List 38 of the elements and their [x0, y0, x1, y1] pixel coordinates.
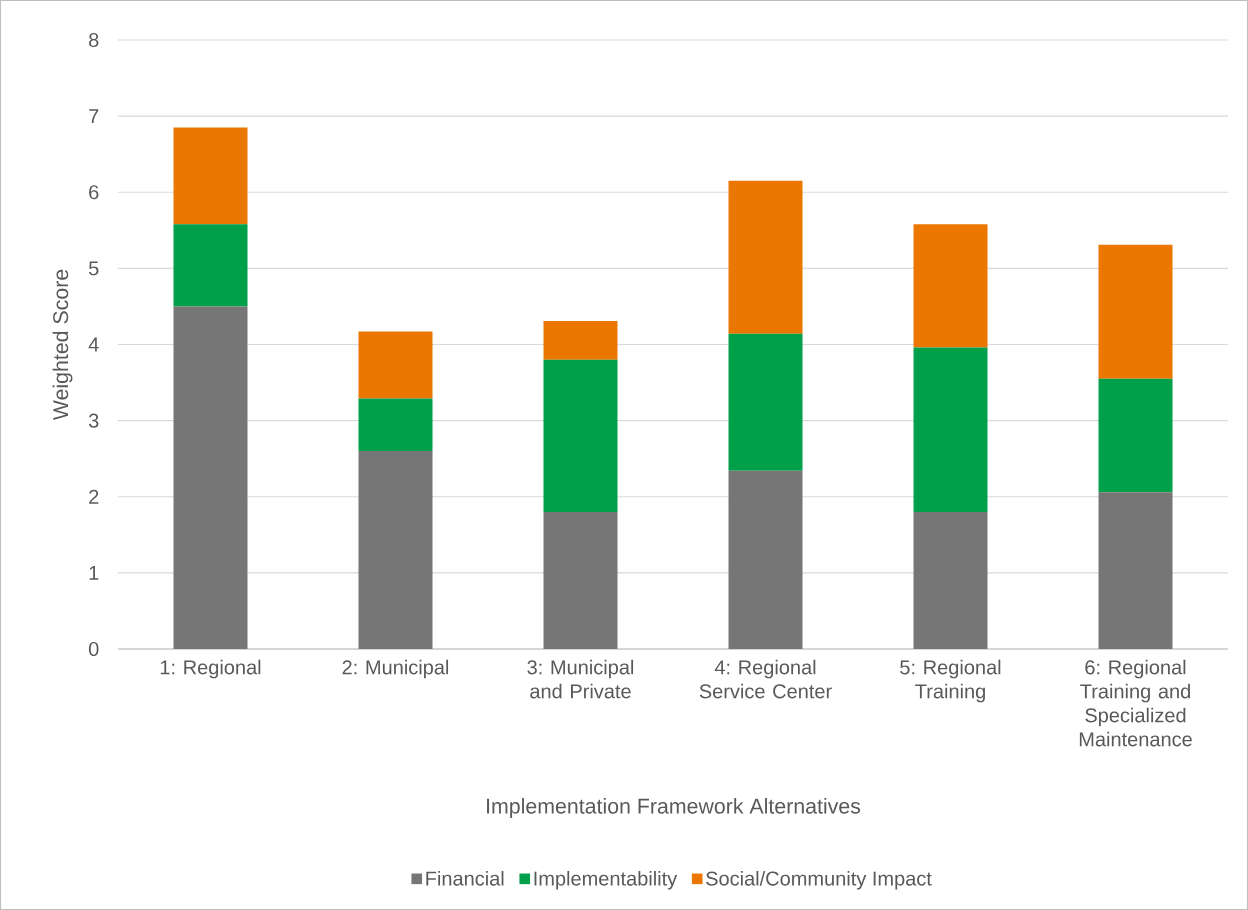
bar: [1098, 492, 1173, 649]
bar: [173, 224, 248, 307]
bar: [728, 333, 803, 471]
y-tick-label: 0: [88, 641, 99, 657]
y-tick-label: 8: [89, 32, 99, 48]
x-tick-label: 5: Regional Training: [900, 659, 1001, 703]
bar: [173, 127, 248, 225]
x-tick-label: 1: Regional: [160, 659, 261, 679]
bar: [358, 331, 433, 399]
bar: [1098, 244, 1173, 379]
x-tick-label: 2: Municipal: [342, 659, 449, 679]
bar: [543, 359, 618, 512]
y-tick-label: 1: [89, 566, 99, 580]
bar: [913, 224, 988, 348]
y-tick-label: 3: [88, 413, 99, 428]
bar: [913, 511, 988, 649]
bar: [543, 320, 618, 360]
bar: [728, 180, 803, 334]
bar: [358, 398, 433, 452]
x-tick-label: 3: Municipal and Private: [527, 659, 634, 699]
bar: [728, 470, 803, 649]
y-tick-label: 2: [89, 489, 99, 504]
x-tick-label: 6: Regional Training and Specialized Maintenance: [1079, 659, 1192, 747]
bar: [173, 306, 248, 649]
y-tick-label: 6: [89, 185, 99, 200]
bar: [1098, 378, 1173, 493]
legend-label: Financial: [426, 870, 504, 886]
y-axis-title: Weighted Score: [52, 269, 73, 421]
bar: [913, 347, 988, 512]
y-tick-label: 4: [88, 337, 99, 352]
legend-label: Implementability: [534, 870, 678, 890]
legend-label: Social/Community Impact: [706, 870, 932, 890]
y-tick-label: 5: [88, 261, 99, 276]
bar: [543, 511, 618, 649]
y-tick-label: 7: [89, 109, 99, 124]
x-axis-title: Implementation Framework Alternatives: [487, 798, 861, 818]
bar: [358, 451, 433, 649]
x-tick-label: 4: Regional Service Center: [699, 659, 832, 699]
